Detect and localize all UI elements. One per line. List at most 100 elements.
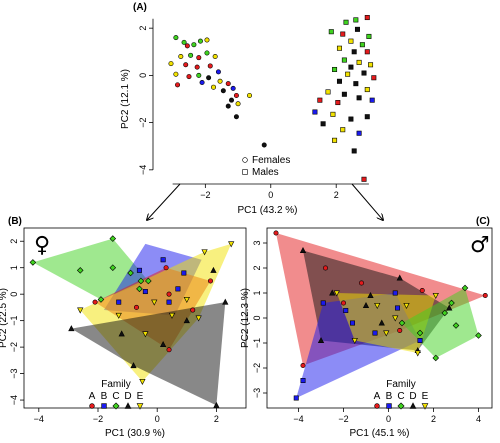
data-point-male-family-d [320,121,326,127]
data-point-family-e [383,330,390,337]
data-point-male-family-d [348,116,354,122]
data-point-male-family-c [341,57,347,63]
data-point-male-family-d [336,78,342,84]
y-tick-label: −3 [9,368,19,378]
data-point-family-c [441,309,449,317]
data-point-family-e [333,290,340,297]
data-point-male-family-d [354,26,360,32]
data-point-female-family-e [168,61,174,67]
data-point-family-d [213,401,220,408]
data-point-family-c [136,285,143,293]
data-point-family-e [195,315,202,322]
hull-family-e [336,293,436,353]
data-point-female-family-d [233,114,239,120]
arrow-to-female-panel [147,183,181,220]
legend-label: Females [252,155,290,166]
legend-symbol-family-d [124,402,132,409]
data-point-family-d [222,298,229,305]
data-point-family-e [432,292,439,300]
data-point-family-e [77,307,84,314]
data-point-family-a [133,304,139,310]
data-point-female-family-c [173,35,179,41]
data-point-family-b [417,337,423,343]
x-tick-label: −4 [293,414,303,424]
data-point-female-family-a [194,64,200,70]
female-symbol-icon: ♀ [34,233,50,258]
data-point-family-e [142,331,149,338]
data-point-family-c [461,284,469,292]
legend-label: B [386,391,393,402]
data-point-male-family-e [356,59,362,65]
data-point-family-e [115,312,122,319]
data-point-male-family-c [366,33,372,39]
legend-label: C [112,391,119,402]
hull-family-d [71,302,226,406]
data-point-family-c [127,269,134,277]
data-point-family-c [109,264,117,271]
data-point-male-family-d [348,64,354,70]
data-point-male-family-a [364,15,370,21]
data-point-male-family-e [345,71,351,77]
y-tick-label: 0 [9,292,19,297]
plot-frame [23,227,247,409]
legend-label: Males [252,167,279,178]
panel-label: (A) [133,2,147,13]
legend-symbol-family-b [101,403,107,409]
y-tick-label: −2 [252,363,262,373]
data-point-family-d [378,319,385,326]
data-point-female-family-a [225,81,231,87]
data-point-male-family-a [371,75,377,81]
data-point-family-a [190,307,196,313]
data-point-male-family-e [332,137,338,143]
legend-label: D [409,391,416,402]
data-point-female-family-b [230,85,236,91]
data-point-male-family-a [364,49,370,55]
panel-a: (A) −2 0 2 −4 −2 0 2 PC1 (43.2 %) PC2 (12.1 %) Fem… [120,2,377,216]
data-point-family-d [299,246,307,253]
x-tick-label: 0 [268,190,273,200]
data-point-family-d [446,304,453,311]
data-point-male-family-c [359,42,365,48]
legend-symbol-family-e [421,403,429,410]
panel-label: (B) [8,216,22,227]
data-point-family-a [397,327,403,333]
data-point-family-b [372,330,378,336]
data-point-female-family-c [196,72,202,78]
legend-symbol-males [242,169,248,175]
data-point-male-family-d [356,95,362,101]
legend-symbol-females [242,157,248,163]
data-point-male-family-e [330,111,336,117]
data-point-family-c [29,259,37,266]
x-axis-title: PC1 (43.2 %) [237,205,297,216]
legend-symbol-family-d [409,402,417,409]
y-tick-label: −4 [138,165,148,175]
data-point-family-d [130,362,137,369]
data-point-family-e [414,350,421,357]
data-point-family-e [228,241,235,248]
data-point-family-a [419,287,425,293]
data-point-male-family-d [341,91,347,97]
x-tick-label: 0 [386,414,391,424]
data-point-female-family-a [196,55,202,61]
data-point-male-family-c [328,29,334,35]
data-point-female-family-b [215,69,221,75]
data-point-family-a [340,300,346,306]
data-point-female-family-c [188,52,194,58]
data-point-female-family-c [204,50,210,56]
data-point-female-family-e [212,53,218,59]
x-tick-label: 2 [334,190,339,200]
data-point-male-family-b [312,109,318,115]
data-point-family-c [145,277,152,285]
data-point-family-b [166,299,172,305]
x-axis-title: PC1 (30.9 %) [105,428,165,439]
data-point-male-family-d [361,70,367,76]
data-point-family-a [273,230,279,236]
data-point-family-c [448,299,455,307]
y-tick-label: 2 [9,239,19,244]
legend-symbol-family-e [136,403,144,410]
data-point-family-e [201,249,208,256]
y-tick-label: −2 [138,117,148,127]
family-legend: Family A B C D E [374,379,429,410]
data-point-family-d [68,325,75,332]
